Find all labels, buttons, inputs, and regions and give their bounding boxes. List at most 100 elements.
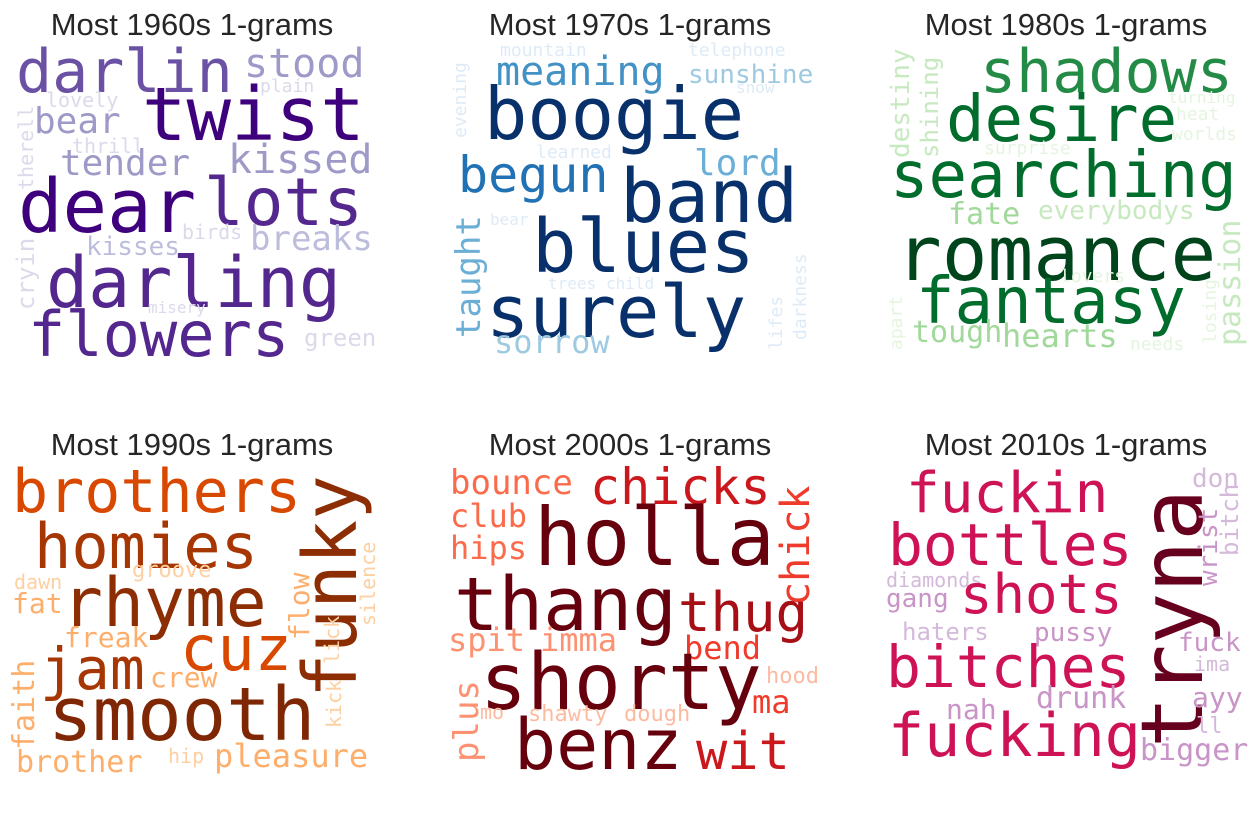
word: cuz [180, 612, 292, 685]
word: turning [1168, 88, 1236, 107]
word: diamonds [886, 568, 983, 592]
word: stood [244, 41, 365, 87]
panel-title: Most 1980s 1-grams [924, 7, 1208, 42]
word: wrist [1194, 507, 1224, 586]
word: club [450, 497, 528, 535]
panel-title: Most 2010s 1-grams [924, 427, 1208, 462]
word: tough [912, 315, 1003, 350]
word: groove [132, 558, 212, 583]
word: silence [356, 541, 380, 626]
panel-title: Most 1970s 1-grams [488, 7, 772, 42]
wordcloud-panel-2010s: Most 2010s 1-grams fuckin tryna don bitc… [876, 420, 1256, 800]
word: plus [447, 680, 487, 762]
word: lifes [766, 295, 787, 350]
word: ima [1194, 652, 1231, 676]
word: heat [1176, 104, 1220, 125]
word: hip [168, 744, 205, 768]
word-cloud: mountain telephone meaning sunshine snow… [440, 40, 820, 420]
word: darling [46, 242, 342, 324]
word: misery [148, 298, 206, 317]
wordcloud-panel-1960s: Most 1960s 1-grams darlin stood twist lo… [2, 0, 382, 380]
word: smooth [48, 672, 316, 758]
word: fat [12, 587, 63, 620]
word: fuck [1178, 628, 1241, 658]
word: birds [182, 220, 243, 244]
word: kick [322, 679, 346, 728]
word: child [606, 274, 655, 293]
word: bigger [1140, 733, 1249, 768]
word: worlds [1172, 124, 1238, 145]
word: wit [696, 722, 790, 782]
word-cloud: destiny shining shadows desire turning h… [876, 40, 1256, 420]
word: plain [260, 76, 315, 97]
word: lick [320, 615, 344, 664]
word: bitches [886, 633, 1131, 701]
word: faith [7, 659, 42, 750]
wordcloud-panel-1970s: Most 1970s 1-grams mountain telephone me… [440, 0, 820, 380]
word: band [620, 154, 799, 240]
word: apart [886, 295, 907, 350]
word: shorty [480, 638, 762, 728]
word: pussy [1034, 618, 1113, 648]
word: spit [448, 621, 526, 659]
word: jam [40, 635, 145, 703]
word: lovely [46, 88, 119, 112]
word: surely [486, 270, 747, 354]
word: tender [60, 143, 191, 184]
word: blues [532, 204, 755, 290]
word: sunshine [688, 60, 814, 90]
word: surprise [984, 138, 1071, 159]
word: desire [946, 83, 1178, 157]
word: bottles [888, 511, 1133, 579]
word: shawty [528, 702, 608, 727]
word: dawn [14, 570, 63, 594]
word: searching [890, 139, 1237, 213]
word: crew [150, 661, 218, 694]
word: bounce [450, 463, 573, 503]
word: darlin [16, 40, 233, 107]
word-cloud: brothers homies funky groove dawn silenc… [2, 460, 382, 840]
word: fantasy [916, 265, 1186, 339]
wordcloud-panel-2000s: Most 2000s 1-grams bounce chicks chick c… [440, 420, 820, 800]
word: sorrow [494, 323, 610, 361]
word: ayy [1192, 681, 1243, 714]
word: mountain [500, 40, 587, 61]
word: bear [490, 210, 529, 229]
word: hearts [1002, 317, 1118, 355]
word: dough [624, 702, 691, 727]
word: benz [514, 704, 683, 786]
word: don [1192, 464, 1239, 494]
word: twist [142, 72, 365, 158]
word: holla [534, 491, 775, 584]
word: thang [454, 562, 677, 648]
word: drunk [1036, 681, 1127, 716]
word: pleasure [214, 737, 369, 775]
wordcloud-panel-1990s: Most 1990s 1-grams brothers homies funky… [2, 420, 382, 800]
word: lots [204, 164, 363, 241]
word: ma [752, 683, 791, 721]
panel-title: Most 1960s 1-grams [50, 7, 334, 42]
word: thrill [72, 134, 145, 158]
word: fuckin [906, 461, 1109, 526]
word: evening [450, 62, 471, 138]
word: taught [449, 215, 489, 338]
word: breaks [250, 219, 373, 259]
word: meaning [496, 49, 665, 95]
word: kissed [228, 137, 373, 183]
word: hips [450, 529, 528, 567]
word: losing [1200, 278, 1221, 344]
word: bear [34, 101, 121, 142]
word: dear [18, 164, 197, 250]
word: trees [548, 274, 597, 293]
word: shots [960, 563, 1123, 626]
word: nah [946, 693, 997, 726]
word: shadows [980, 40, 1233, 107]
word: fate [948, 197, 1021, 232]
word: lovers [1060, 266, 1126, 287]
word: freak [64, 621, 149, 654]
word: thug [678, 581, 809, 644]
word: lord [694, 143, 781, 184]
word: darkness [790, 253, 811, 340]
word: kisses [86, 232, 180, 262]
word: rhyme [62, 564, 267, 643]
